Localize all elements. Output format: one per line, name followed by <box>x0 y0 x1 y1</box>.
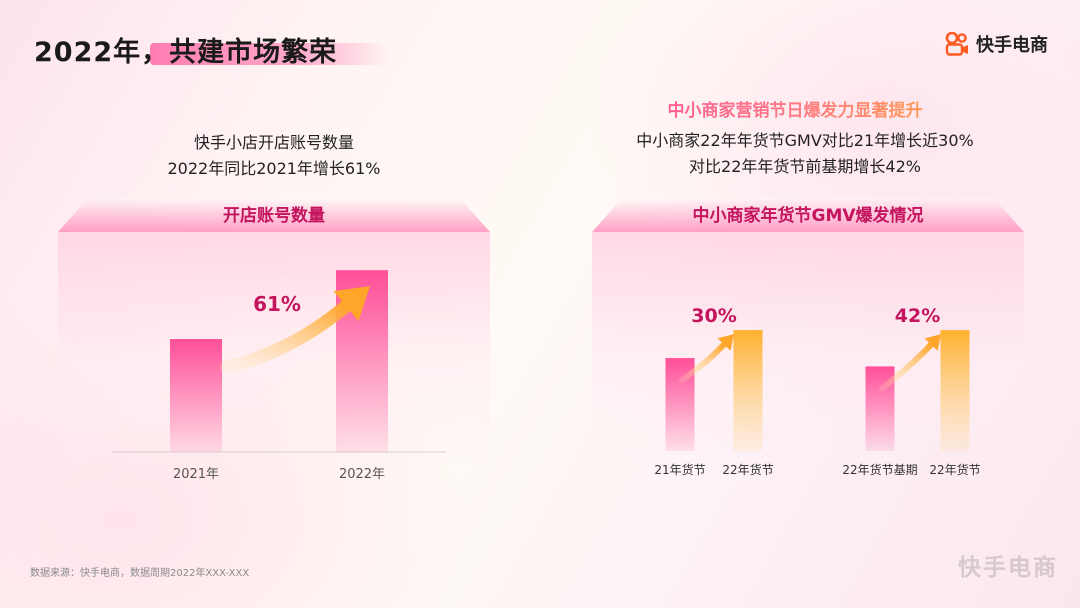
left-growth-arrow-shaft <box>219 299 353 374</box>
right-growth-arrow-0-shaft <box>679 341 728 384</box>
right-growth-arrow-1-head <box>924 334 941 351</box>
right-subtext: 中小商家22年年货节GMV对比21年增长近30% 对比22年年货节前基期增长42… <box>590 128 1020 180</box>
brand-name: 快手电商 <box>976 35 1048 56</box>
right-growth-label-0: 30% <box>691 305 736 327</box>
left-bar-chart: 2021年 2022年 61% <box>112 270 446 482</box>
right-bar-1 <box>733 330 763 451</box>
brand-watermark: 快手电商 <box>958 555 1058 581</box>
left-panel-title: 开店账号数量 <box>223 206 325 226</box>
right-tick-label-1: 22年货节 <box>722 462 773 477</box>
right-tick-label-2: 22年货节基期 <box>842 462 917 477</box>
left-panel-header <box>58 198 490 232</box>
title-highlight-bar <box>150 43 390 65</box>
right-bar-chart: 21年货节 22年货节 22年货节基期 22年货节 30% 42% <box>654 305 980 477</box>
right-panel-header <box>592 198 1024 232</box>
left-subtext-line-2: 2022年同比2021年增长61% <box>167 159 381 178</box>
right-subtext-line-1: 中小商家22年年货节GMV对比21年增长近30% <box>636 131 974 150</box>
data-source-footnote: 数据来源：快手电商，数据周期2022年XXX-XXX <box>30 568 250 579</box>
left-growth-label: 61% <box>253 292 301 316</box>
left-bar-0 <box>170 339 222 452</box>
right-highlight-title: 中小商家营销节日爆发力显著提升 <box>590 96 1000 121</box>
right-subtext-line-2: 对比22年年货节前基期增长42% <box>689 157 921 176</box>
left-growth-arrow-head <box>333 286 370 322</box>
left-subtext-line-1: 快手小店开店账号数量 <box>193 133 354 152</box>
brand-logo: 快手电商 <box>944 31 1048 57</box>
right-growth-label-1: 42% <box>895 305 940 327</box>
right-panel-title: 中小商家年货节GMV爆发情况 <box>692 206 924 226</box>
kuaishou-camera-icon <box>945 32 968 56</box>
left-tick-label-0: 2021年 <box>173 467 219 482</box>
right-tick-label-0: 21年货节 <box>654 462 705 477</box>
right-growth-arrow-0-head <box>717 334 734 351</box>
left-subtext: 快手小店开店账号数量 2022年同比2021年增长61% <box>58 130 490 182</box>
left-tick-label-1: 2022年 <box>339 467 385 482</box>
page-title: 2022年，共建市场繁荣 <box>34 37 338 68</box>
right-bar-3 <box>940 330 970 451</box>
right-growth-arrow-1-shaft <box>879 341 935 392</box>
right-tick-label-3: 22年货节 <box>929 462 980 477</box>
